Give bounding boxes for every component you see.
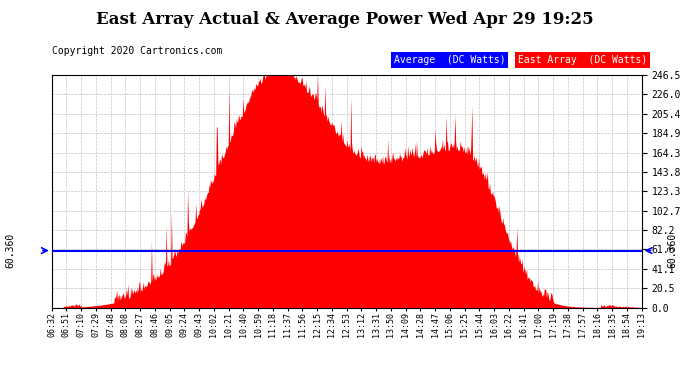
Text: East Array  (DC Watts): East Array (DC Watts) (518, 55, 647, 65)
Text: 60.360: 60.360 (668, 233, 678, 268)
Text: Copyright 2020 Cartronics.com: Copyright 2020 Cartronics.com (52, 46, 222, 56)
Text: 60.360: 60.360 (6, 233, 15, 268)
Text: East Array Actual & Average Power Wed Apr 29 19:25: East Array Actual & Average Power Wed Ap… (96, 11, 594, 28)
Text: Average  (DC Watts): Average (DC Watts) (394, 55, 506, 65)
